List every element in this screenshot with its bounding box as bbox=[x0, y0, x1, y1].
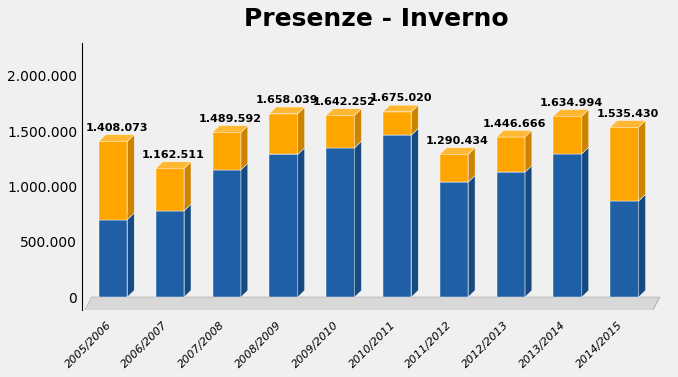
Polygon shape bbox=[610, 194, 645, 201]
Text: 1.162.511: 1.162.511 bbox=[142, 150, 205, 160]
Text: 1.408.073: 1.408.073 bbox=[85, 123, 148, 133]
Polygon shape bbox=[553, 110, 589, 116]
Polygon shape bbox=[269, 107, 304, 113]
Text: 1.290.434: 1.290.434 bbox=[426, 136, 489, 146]
Polygon shape bbox=[326, 148, 355, 297]
Polygon shape bbox=[440, 182, 468, 297]
Polygon shape bbox=[241, 126, 248, 170]
Polygon shape bbox=[610, 201, 639, 297]
Polygon shape bbox=[156, 169, 184, 211]
Polygon shape bbox=[241, 163, 248, 297]
Polygon shape bbox=[326, 141, 361, 148]
Polygon shape bbox=[85, 297, 660, 310]
Polygon shape bbox=[412, 128, 418, 297]
Polygon shape bbox=[269, 148, 304, 154]
Polygon shape bbox=[639, 194, 645, 297]
Polygon shape bbox=[269, 154, 298, 297]
Text: 1.489.592: 1.489.592 bbox=[199, 114, 262, 124]
Polygon shape bbox=[440, 148, 475, 154]
Polygon shape bbox=[326, 109, 361, 115]
Polygon shape bbox=[355, 141, 361, 297]
Polygon shape bbox=[553, 116, 582, 154]
Polygon shape bbox=[440, 154, 468, 182]
Polygon shape bbox=[497, 137, 525, 172]
Polygon shape bbox=[99, 141, 127, 219]
Polygon shape bbox=[99, 135, 134, 141]
Polygon shape bbox=[383, 135, 412, 297]
Polygon shape bbox=[610, 127, 639, 201]
Polygon shape bbox=[525, 166, 532, 297]
Polygon shape bbox=[156, 211, 184, 297]
Polygon shape bbox=[582, 110, 589, 154]
Polygon shape bbox=[553, 154, 582, 297]
Polygon shape bbox=[383, 112, 412, 135]
Polygon shape bbox=[412, 105, 418, 135]
Polygon shape bbox=[298, 107, 304, 154]
Text: 1.535.430: 1.535.430 bbox=[597, 109, 659, 119]
Polygon shape bbox=[99, 219, 127, 297]
Polygon shape bbox=[156, 162, 191, 169]
Polygon shape bbox=[269, 113, 298, 154]
Text: 1.658.039: 1.658.039 bbox=[256, 95, 319, 105]
Polygon shape bbox=[639, 121, 645, 201]
Polygon shape bbox=[213, 170, 241, 297]
Polygon shape bbox=[440, 175, 475, 182]
Polygon shape bbox=[468, 148, 475, 182]
Polygon shape bbox=[497, 172, 525, 297]
Polygon shape bbox=[156, 204, 191, 211]
Polygon shape bbox=[582, 147, 589, 297]
Title: Presenze - Inverno: Presenze - Inverno bbox=[244, 7, 508, 31]
Polygon shape bbox=[184, 162, 191, 211]
Polygon shape bbox=[99, 213, 134, 219]
Polygon shape bbox=[127, 135, 134, 219]
Text: 1.634.994: 1.634.994 bbox=[540, 98, 603, 108]
Text: 1.642.252: 1.642.252 bbox=[313, 97, 375, 107]
Polygon shape bbox=[525, 130, 532, 172]
Polygon shape bbox=[184, 204, 191, 297]
Polygon shape bbox=[383, 105, 418, 112]
Polygon shape bbox=[610, 121, 645, 127]
Polygon shape bbox=[127, 213, 134, 297]
Polygon shape bbox=[468, 175, 475, 297]
Text: 1.446.666: 1.446.666 bbox=[483, 119, 546, 129]
Polygon shape bbox=[383, 128, 418, 135]
Polygon shape bbox=[213, 126, 248, 132]
Polygon shape bbox=[355, 109, 361, 148]
Polygon shape bbox=[497, 166, 532, 172]
Polygon shape bbox=[497, 130, 532, 137]
Polygon shape bbox=[653, 297, 660, 310]
Polygon shape bbox=[326, 115, 355, 148]
Polygon shape bbox=[213, 132, 241, 170]
Polygon shape bbox=[553, 147, 589, 154]
Polygon shape bbox=[298, 148, 304, 297]
Text: 1.675.020: 1.675.020 bbox=[370, 93, 432, 103]
Polygon shape bbox=[213, 163, 248, 170]
